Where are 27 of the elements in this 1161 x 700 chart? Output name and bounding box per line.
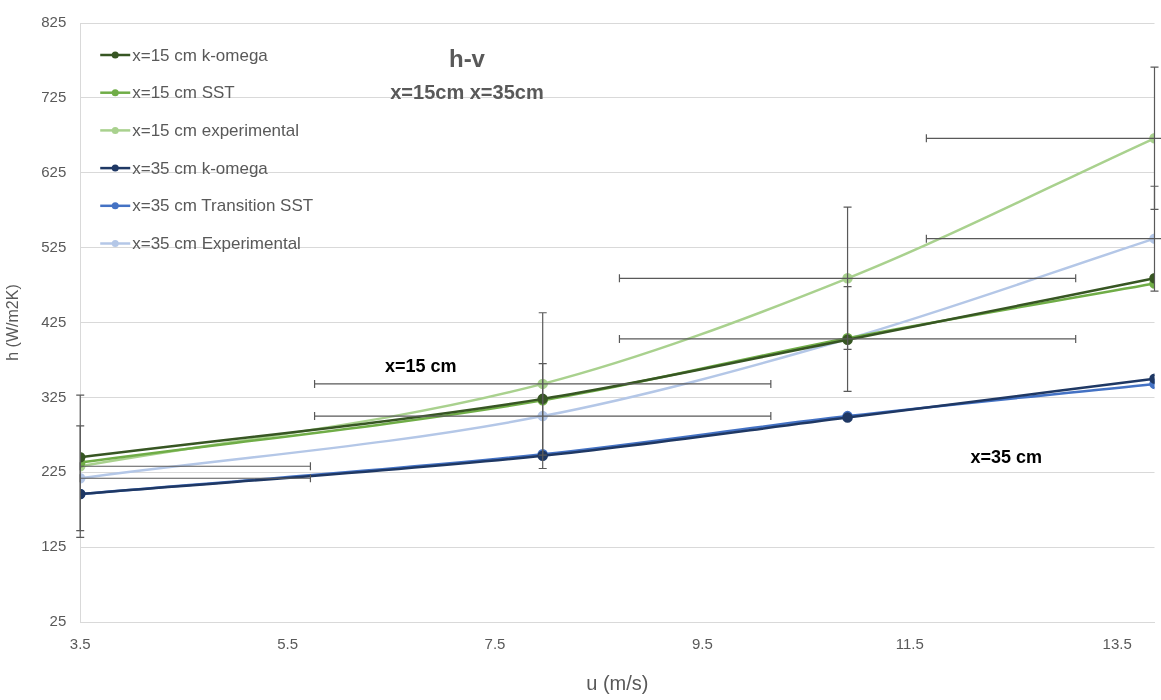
y-tick-label: 325 [41, 387, 67, 405]
x-axis-title: u (m/s) [586, 671, 649, 694]
y-tick-label: 425 [41, 312, 67, 330]
x-tick-label: 9.5 [691, 635, 713, 653]
legend-label: x=35 cm Transition SST [132, 196, 314, 216]
y-tick-label: 125 [41, 537, 67, 555]
y-axis-title: h (W/m2K) [4, 284, 22, 361]
text: h-v [448, 44, 486, 72]
annotation: x=15 cm [384, 355, 457, 376]
legend-label: x=15 cm experimental [132, 121, 300, 141]
y-tick-label: 25 [49, 612, 67, 630]
legend-label: x=15 cm SST [132, 83, 235, 103]
text: x=15cm x=35cm [390, 80, 544, 103]
y-tick-label: 825 [41, 13, 67, 31]
x-tick-label: 5.5 [277, 635, 299, 653]
y-tick-label: 525 [41, 237, 67, 255]
x-tick-label: 3.5 [69, 635, 91, 653]
annotation: x=35 cm [970, 446, 1043, 467]
legend-label: x=15 cm k-omega [132, 45, 269, 65]
y-tick-label: 225 [41, 462, 67, 480]
y-tick-label: 725 [41, 88, 67, 106]
x-tick-label: 11.5 [895, 635, 924, 653]
x-tick-label: 13.5 [1102, 635, 1132, 653]
legend-label: x=35 cm Experimental [132, 234, 301, 254]
y-tick-label: 625 [41, 162, 67, 180]
legend-label: x=35 cm k-omega [132, 158, 269, 178]
x-tick-label: 7.5 [484, 635, 506, 653]
